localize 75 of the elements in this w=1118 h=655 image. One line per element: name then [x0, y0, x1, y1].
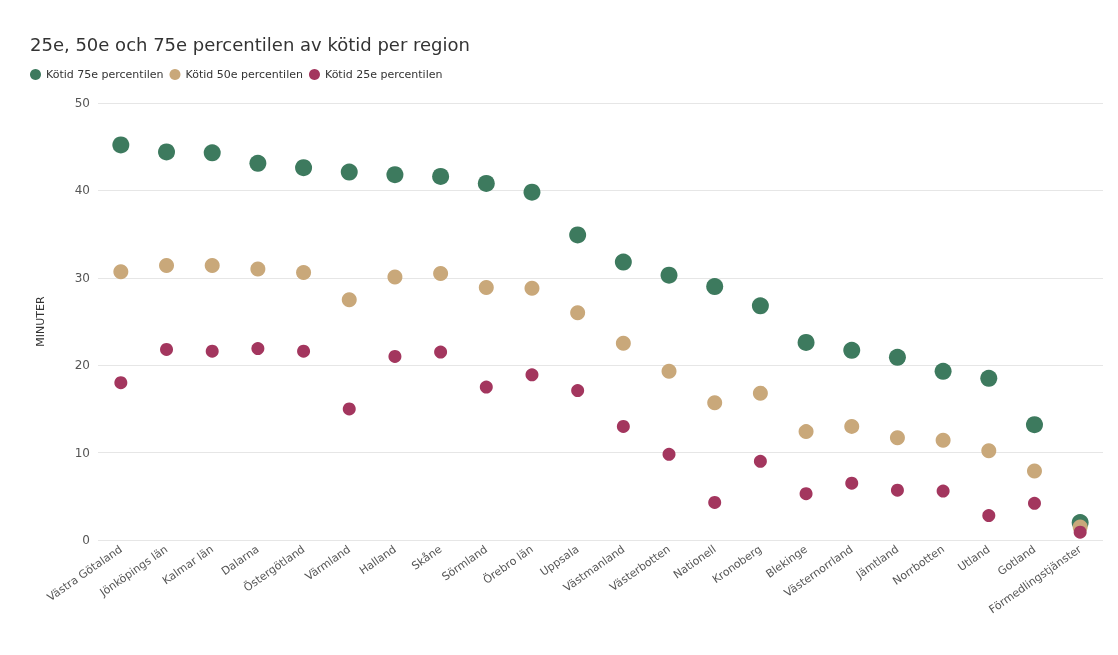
point: [660, 266, 678, 284]
point: [752, 385, 768, 401]
point: [797, 333, 815, 351]
point: [982, 509, 996, 523]
point: [160, 342, 174, 356]
point: [845, 476, 859, 490]
point: [843, 341, 861, 359]
point: [478, 279, 494, 295]
point: [614, 253, 632, 271]
point: [1027, 496, 1041, 510]
y-tick-label: 0: [82, 533, 90, 547]
point: [433, 265, 449, 281]
y-axis-title: MINUTER: [34, 295, 47, 347]
point: [615, 335, 631, 351]
point: [113, 264, 129, 280]
point: [980, 369, 998, 387]
point: [751, 297, 769, 315]
point: [251, 342, 265, 356]
point: [799, 487, 813, 501]
point: [340, 163, 358, 181]
point: [662, 447, 676, 461]
legend-label: Kötid 50e percentilen: [185, 68, 303, 81]
legend-label: Kötid 25e percentilen: [324, 68, 443, 81]
point: [297, 344, 311, 358]
point: [203, 144, 221, 162]
point: [707, 395, 723, 411]
point: [388, 349, 402, 363]
point: [844, 418, 860, 434]
point: [296, 265, 312, 281]
point: [479, 380, 493, 394]
point: [708, 495, 722, 509]
point: [114, 376, 128, 390]
point: [386, 166, 404, 184]
point: [295, 159, 313, 177]
point: [890, 483, 904, 497]
point: [204, 258, 220, 274]
point: [888, 348, 906, 366]
point: [112, 136, 130, 154]
point: [570, 305, 586, 321]
point: [1025, 416, 1043, 434]
point: [935, 432, 951, 448]
point: [434, 345, 448, 359]
point: [571, 384, 585, 398]
point: [432, 167, 450, 185]
point: [477, 174, 495, 192]
point: [205, 344, 219, 358]
point: [889, 430, 905, 446]
point: [158, 143, 176, 161]
point: [1026, 463, 1042, 479]
point: [250, 261, 266, 277]
y-tick-label: 40: [74, 183, 90, 198]
y-tick-label: 10: [74, 445, 90, 460]
point: [523, 183, 541, 201]
point: [342, 402, 356, 416]
point: [249, 154, 267, 172]
point: [936, 484, 950, 498]
point: [661, 363, 677, 379]
point: [159, 258, 175, 274]
y-tick-label: 30: [74, 270, 90, 285]
point: [569, 226, 587, 244]
point: [341, 292, 357, 308]
point: [616, 419, 630, 433]
legend-label: Kötid 75e percentilen: [46, 68, 164, 81]
point: [706, 278, 724, 296]
point: [525, 368, 539, 382]
point: [524, 280, 540, 296]
point: [387, 269, 403, 285]
chart-title: 25e, 50e och 75e percentilen av kötid per region: [30, 33, 470, 55]
y-tick-label: 50: [74, 96, 90, 110]
point: [798, 424, 814, 440]
point: [1073, 525, 1087, 539]
point: [981, 443, 997, 459]
point: [753, 454, 767, 468]
y-tick-label: 20: [74, 358, 90, 373]
point: [934, 362, 952, 380]
